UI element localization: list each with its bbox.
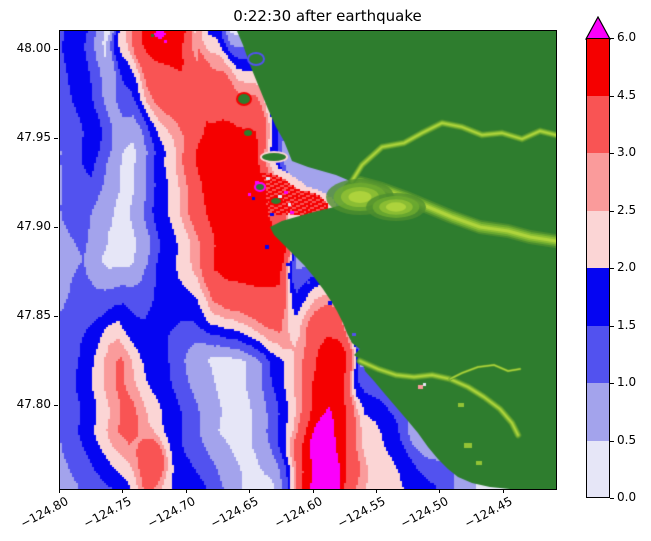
x-tick-mark xyxy=(122,489,124,493)
y-tick-mark xyxy=(54,49,58,50)
x-tick-mark xyxy=(59,489,60,493)
colorbar-tick-label: 0.5 xyxy=(617,432,637,447)
x-tick-label: −124.55 xyxy=(335,494,388,531)
y-tick-mark xyxy=(54,405,58,406)
x-tick-mark xyxy=(439,489,441,493)
y-tick-label: 47.90 xyxy=(16,218,51,233)
colorbar-outline xyxy=(586,38,610,498)
x-tick-label: −124.80 xyxy=(18,494,71,531)
y-tick-label: 47.80 xyxy=(16,397,51,411)
colorbar-segment xyxy=(586,153,610,211)
x-tick-label: −124.60 xyxy=(271,494,325,531)
colorbar-tick-mark xyxy=(610,498,614,499)
colorbar-segment xyxy=(586,268,610,326)
colorbar-tick-label: 3.0 xyxy=(617,145,637,159)
colorbar-segment xyxy=(586,325,610,383)
colorbar-tick-label: 1.5 xyxy=(617,317,637,332)
colorbar-tick-mark xyxy=(610,325,614,327)
y-tick-mark xyxy=(54,137,58,139)
x-tick-mark xyxy=(375,489,377,493)
x-tick-label: −124.50 xyxy=(398,494,451,531)
map-plot xyxy=(59,30,557,490)
contour-map-canvas xyxy=(60,31,556,489)
y-tick-mark xyxy=(54,226,58,228)
x-tick-label: −124.65 xyxy=(208,494,261,531)
colorbar-tick-label: 1.0 xyxy=(617,375,637,389)
x-tick-mark xyxy=(249,489,251,493)
colorbar-tick-mark xyxy=(610,38,614,39)
colorbar-segment xyxy=(586,38,610,96)
colorbar-tick-mark xyxy=(610,95,614,97)
colorbar-tick-mark xyxy=(610,153,614,154)
colorbar-tick-label: 4.5 xyxy=(617,87,637,102)
colorbar-segment xyxy=(586,440,610,498)
colorbar-tick-label: 2.0 xyxy=(617,260,637,274)
colorbar-segment xyxy=(586,95,610,153)
colorbar-segment xyxy=(586,383,610,441)
x-tick-mark xyxy=(185,489,187,493)
colorbar-segment xyxy=(586,210,610,268)
colorbar-tick-mark xyxy=(610,440,614,442)
y-tick-mark xyxy=(54,316,58,318)
y-tick-label: 47.95 xyxy=(16,129,51,144)
x-tick-label: −124.75 xyxy=(81,494,134,531)
x-tick-label: −124.45 xyxy=(461,494,515,531)
colorbar-tick-mark xyxy=(610,210,614,212)
colorbar-tick-mark xyxy=(610,268,614,269)
colorbar-tick-label: 0.0 xyxy=(617,490,637,504)
chart-title: 0:22:30 after earthquake xyxy=(233,7,422,25)
colorbar-tick-label: 6.0 xyxy=(617,30,637,44)
colorbar-tick-label: 2.5 xyxy=(617,202,637,217)
x-tick-mark xyxy=(502,489,504,493)
y-tick-label: 48.00 xyxy=(16,41,51,55)
y-tick-label: 47.85 xyxy=(16,308,51,323)
x-tick-label: −124.70 xyxy=(144,494,198,531)
x-tick-mark xyxy=(312,489,314,493)
colorbar-tick-mark xyxy=(610,383,614,384)
